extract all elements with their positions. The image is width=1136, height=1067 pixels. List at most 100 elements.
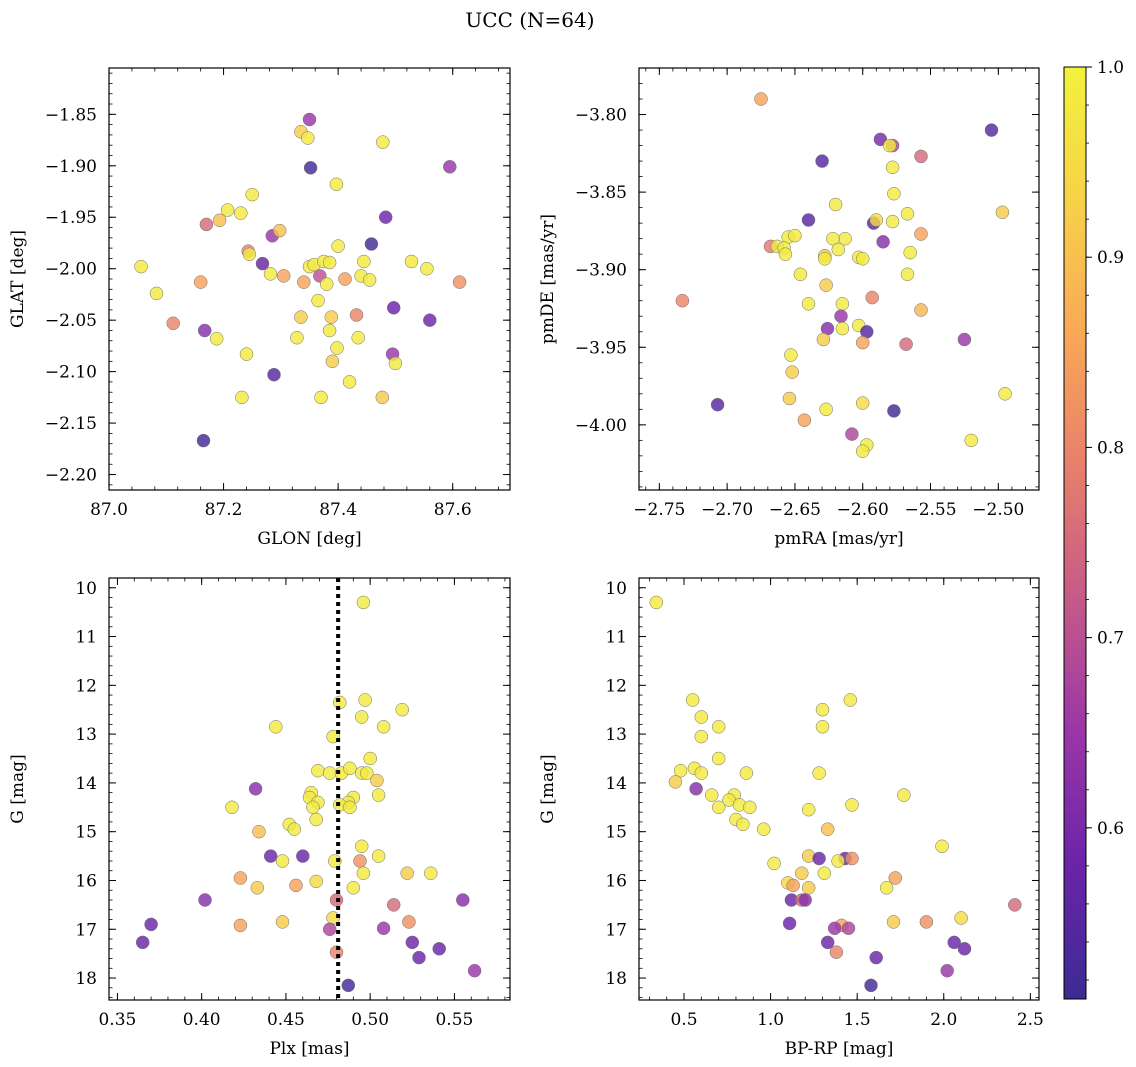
data-point-bl-44 <box>250 881 265 895</box>
x-tick-label-bl-2: 0.45 <box>267 1010 305 1030</box>
data-point-tl-57 <box>342 375 357 389</box>
data-point-tl-28 <box>322 255 337 270</box>
data-point-tr-36 <box>865 290 879 305</box>
data-point-br-58 <box>869 950 883 965</box>
data-point-bl-38 <box>356 866 371 880</box>
colorbar: 0.6 0.7 0.8 0.9 1.0 <box>1063 58 1124 1000</box>
data-point-br-54 <box>820 935 835 950</box>
colorbar-gradient <box>1063 66 1087 1000</box>
data-point-tr-46 <box>855 335 870 350</box>
data-point-br-11 <box>694 766 709 780</box>
data-point-bl-15 <box>370 773 384 788</box>
x-axis-label-br: BP-RP [mag] <box>785 1039 894 1059</box>
data-point-bl-55 <box>322 922 337 937</box>
data-point-tr-51 <box>998 387 1012 401</box>
data-point-tr-11 <box>900 207 915 221</box>
data-point-br-47 <box>954 911 968 925</box>
data-point-tr-34 <box>819 278 833 292</box>
colorbar-tick-label-0: 0.6 <box>1097 819 1124 839</box>
data-point-bl-1 <box>358 693 372 707</box>
data-point-br-13 <box>812 766 826 780</box>
x-axis-label-tl: GLON [deg] <box>257 529 361 549</box>
data-point-br-4 <box>694 710 709 724</box>
x-tick-label-br-3: 2.0 <box>930 1010 957 1030</box>
data-point-bl-54 <box>233 918 248 933</box>
data-point-bl-4 <box>269 720 283 734</box>
data-point-bl-61 <box>412 950 426 965</box>
data-point-tr-33 <box>900 267 915 282</box>
data-point-tl-19 <box>404 254 419 269</box>
y-tick-label-bl-2: 12 <box>75 676 97 696</box>
data-point-tr-6 <box>815 154 829 168</box>
data-point-tr-4 <box>883 138 897 153</box>
data-point-bl-34 <box>296 849 310 863</box>
data-point-bl-49 <box>386 898 401 912</box>
data-point-br-53 <box>841 921 856 936</box>
data-point-bl-52 <box>402 915 416 929</box>
y-tick-label-br-3: 13 <box>605 725 627 745</box>
data-point-bl-26 <box>343 800 357 815</box>
data-point-br-26 <box>736 817 750 832</box>
data-point-tr-56 <box>887 404 901 418</box>
x-tick-label-tl-2: 87.4 <box>319 500 357 520</box>
panel-bprp-g: 0.5 1.0 1.5 2.0 2.5 10 11 12 13 14 15 16 17 18 BP-RP [… <box>538 577 1044 1059</box>
data-point-tl-54 <box>325 354 340 369</box>
data-point-br-33 <box>767 856 781 871</box>
data-point-bl-35 <box>275 854 290 868</box>
y-tick-label-tl-2: −1.95 <box>45 208 97 228</box>
data-point-br-21 <box>711 800 726 815</box>
data-point-br-0 <box>649 595 664 610</box>
axes-frame-br <box>638 577 1040 1001</box>
y-tick-label-br-1: 11 <box>605 628 627 648</box>
y-tick-label-tl-7: −2.20 <box>45 466 97 486</box>
data-point-tl-43 <box>349 308 364 322</box>
y-tick-label-br-7: 17 <box>605 920 627 940</box>
data-point-bl-39 <box>400 866 414 880</box>
data-point-tl-5 <box>443 160 457 174</box>
data-point-tr-54 <box>710 397 725 412</box>
data-point-tl-30 <box>263 267 278 281</box>
data-point-tl-3 <box>376 135 390 149</box>
y-tick-label-bl-1: 11 <box>75 628 97 648</box>
data-point-bl-6 <box>376 720 391 734</box>
data-point-tl-40 <box>386 301 401 315</box>
data-point-tr-0 <box>754 92 768 106</box>
data-point-tl-18 <box>242 247 257 262</box>
data-point-tl-20 <box>134 259 148 274</box>
data-point-bl-59 <box>432 942 446 956</box>
data-point-tr-50 <box>785 365 799 379</box>
x-tick-label-br-2: 1.5 <box>844 1010 871 1030</box>
y-tick-label-bl-0: 10 <box>75 579 97 599</box>
data-point-tr-32 <box>793 267 808 282</box>
data-point-tr-38 <box>835 297 850 311</box>
figure-title: UCC (N=64) <box>465 8 594 32</box>
data-point-bl-31 <box>354 839 369 854</box>
data-point-br-60 <box>864 978 878 993</box>
data-point-tl-33 <box>362 273 377 287</box>
data-point-br-9 <box>673 763 688 778</box>
data-point-tl-25 <box>255 256 270 271</box>
x-tick-label-bl-1: 0.40 <box>183 1010 221 1030</box>
data-point-bl-14 <box>360 766 374 780</box>
data-point-tl-55 <box>388 356 403 371</box>
y-tick-label-tl-5: −2.10 <box>45 363 97 383</box>
data-point-tl-46 <box>197 323 212 338</box>
data-point-tl-14 <box>272 223 287 238</box>
data-point-tl-7 <box>245 187 259 202</box>
data-point-tr-58 <box>845 427 859 441</box>
data-point-bl-48 <box>456 893 470 907</box>
y-tick-label-tl-6: −2.15 <box>45 414 97 434</box>
data-point-br-15 <box>689 782 703 796</box>
data-point-bl-3 <box>395 702 409 717</box>
data-point-bl-8 <box>363 751 377 766</box>
data-point-tl-10 <box>378 210 393 224</box>
data-point-tr-48 <box>899 337 913 351</box>
data-point-br-41 <box>801 881 816 895</box>
data-point-bl-43 <box>289 878 303 893</box>
data-point-bl-41 <box>233 871 248 885</box>
data-point-br-5 <box>711 720 726 734</box>
data-point-bl-57 <box>135 935 150 950</box>
y-tick-label-br-4: 14 <box>605 774 627 794</box>
data-point-br-22 <box>743 800 757 815</box>
data-point-tr-17 <box>788 228 802 243</box>
